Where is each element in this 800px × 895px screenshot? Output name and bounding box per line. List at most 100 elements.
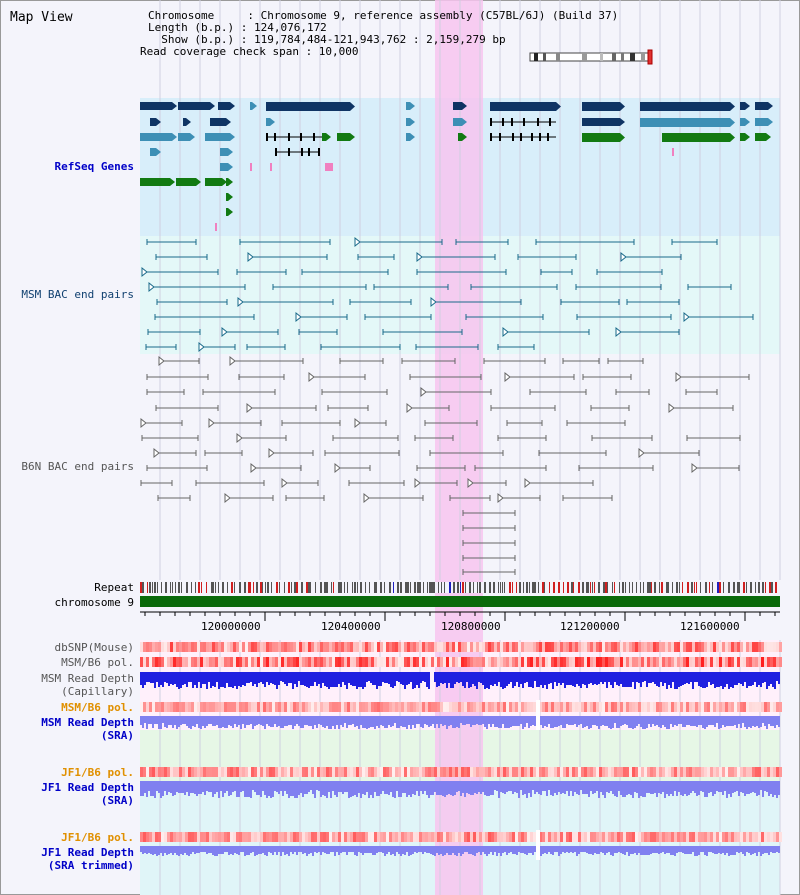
heat-cell xyxy=(617,657,620,667)
gene-feature[interactable] xyxy=(250,102,252,110)
heat-cell xyxy=(317,657,320,667)
heat-cell xyxy=(722,702,725,712)
track-label-msm-b6-pol-2[interactable]: MSM/B6 pol. xyxy=(61,701,134,714)
depth-bar xyxy=(486,781,488,796)
track-label-jf1-b6-pol-2[interactable]: JF1/B6 pol. xyxy=(61,831,134,844)
gene-feature[interactable] xyxy=(140,102,172,110)
depth-bar xyxy=(332,846,334,852)
gene-feature[interactable] xyxy=(582,102,620,111)
gene-feature[interactable] xyxy=(266,118,270,126)
gene-feature[interactable] xyxy=(176,178,196,186)
gene-feature[interactable] xyxy=(178,133,190,141)
gene-feature[interactable] xyxy=(672,148,674,156)
track-label-msm-bac[interactable]: MSM BAC end pairs xyxy=(21,288,134,301)
gene-feature[interactable] xyxy=(205,178,222,186)
gene-feature[interactable] xyxy=(150,118,156,126)
gene-feature[interactable] xyxy=(406,133,410,141)
gene-feature[interactable] xyxy=(740,102,745,110)
gene-feature[interactable] xyxy=(640,118,730,127)
depth-bar xyxy=(428,672,430,689)
heat-cell xyxy=(254,642,257,652)
track-label-msm-b6-pol[interactable]: MSM/B6 pol. xyxy=(61,656,134,669)
gene-feature[interactable] xyxy=(406,118,410,126)
gene-feature[interactable] xyxy=(270,163,272,171)
depth-bar xyxy=(550,716,552,728)
gene-feature[interactable] xyxy=(755,102,768,110)
ideogram[interactable] xyxy=(529,49,653,65)
gene-feature[interactable] xyxy=(325,163,333,171)
gene-feature[interactable] xyxy=(220,163,228,171)
heat-cell xyxy=(245,702,248,712)
repeat-mark xyxy=(419,582,421,593)
heat-cell xyxy=(224,832,227,842)
exon xyxy=(274,133,276,141)
gene-feature[interactable] xyxy=(220,148,228,156)
track-label-dbsnp[interactable]: dbSNP(Mouse) xyxy=(54,641,134,654)
depth-bar xyxy=(618,672,620,686)
depth-bar xyxy=(778,846,780,853)
heat-cell xyxy=(587,767,590,777)
gene-feature[interactable] xyxy=(755,133,766,141)
chromosome-bar[interactable] xyxy=(140,596,780,607)
gene-feature[interactable] xyxy=(226,208,228,216)
depth-bar xyxy=(532,781,534,790)
depth-bar xyxy=(304,846,306,853)
gene-feature[interactable] xyxy=(218,102,230,110)
track-label-msm-depth-sra[interactable]: MSM Read Depth xyxy=(41,716,134,729)
depth-bar xyxy=(670,716,672,724)
heat-cell xyxy=(449,832,452,842)
gene-feature[interactable] xyxy=(640,102,730,111)
gene-feature[interactable] xyxy=(210,118,226,126)
gene-feature[interactable] xyxy=(740,133,745,141)
gene-feature[interactable] xyxy=(140,133,172,141)
depth-bar xyxy=(568,672,570,685)
gene-feature[interactable] xyxy=(458,133,462,141)
gene-feature[interactable] xyxy=(266,102,350,111)
heat-cell xyxy=(257,767,260,777)
track-label-refseq[interactable]: RefSeq Genes xyxy=(54,160,134,173)
depth-bar xyxy=(198,846,200,853)
gene-feature[interactable] xyxy=(406,102,410,110)
depth-bar xyxy=(258,716,260,724)
track-label-b6n-bac[interactable]: B6N BAC end pairs xyxy=(21,460,134,473)
gene-feature[interactable] xyxy=(226,193,228,201)
heat-cell xyxy=(401,657,404,667)
heat-cell xyxy=(572,832,575,842)
heat-cell xyxy=(764,642,767,652)
track-label-msm-depth-cap[interactable]: MSM Read Depth xyxy=(41,672,134,685)
gene-feature[interactable] xyxy=(205,133,230,141)
gene-feature[interactable] xyxy=(453,102,462,110)
depth-bar xyxy=(384,672,386,683)
heat-cell xyxy=(653,657,656,667)
gene-feature[interactable] xyxy=(150,148,156,156)
track-label-jf1-depth-trim[interactable]: JF1 Read Depth xyxy=(41,846,134,859)
track-label-jf1-b6-pol[interactable]: JF1/B6 pol. xyxy=(61,766,134,779)
track-label-jf1-depth-sra[interactable]: JF1 Read Depth xyxy=(41,781,134,794)
gene-feature[interactable] xyxy=(337,133,350,141)
repeat-mark xyxy=(354,582,356,593)
heat-cell xyxy=(581,702,584,712)
gene-feature[interactable] xyxy=(140,178,170,186)
gene-feature[interactable] xyxy=(178,102,210,110)
depth-bar xyxy=(522,716,524,729)
depth-bar xyxy=(548,781,550,790)
gene-feature[interactable] xyxy=(226,178,228,186)
depth-bar xyxy=(194,846,196,854)
depth-bar xyxy=(172,781,174,796)
highlight-region[interactable] xyxy=(435,0,483,895)
gene-feature[interactable] xyxy=(662,133,730,142)
gene-feature[interactable] xyxy=(740,118,745,126)
gene-feature[interactable] xyxy=(490,102,556,111)
gene-feature[interactable] xyxy=(250,163,252,171)
depth-bar xyxy=(402,716,404,727)
gene-feature[interactable] xyxy=(215,223,217,231)
gene-feature[interactable] xyxy=(582,118,620,126)
gene-feature[interactable] xyxy=(183,118,186,126)
gene-feature[interactable] xyxy=(582,133,620,142)
gene-feature[interactable] xyxy=(755,118,768,126)
track-label-repeat[interactable]: Repeat xyxy=(94,581,134,594)
heat-cell xyxy=(626,642,629,652)
gene-feature[interactable] xyxy=(453,118,462,126)
gene-feature[interactable] xyxy=(322,133,326,141)
